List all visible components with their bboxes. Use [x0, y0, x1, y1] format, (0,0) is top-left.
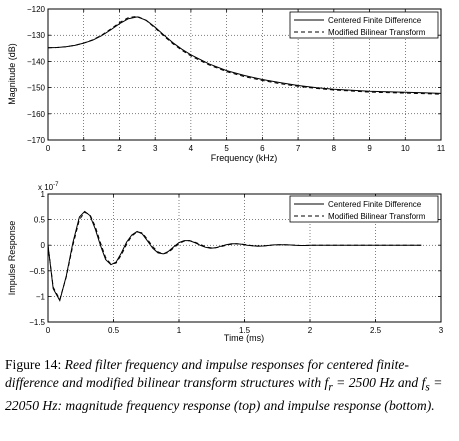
- impulse-legend-box: [289, 195, 439, 223]
- caption-lead: Figure 14:: [5, 357, 62, 372]
- figure: 0 1 2 3 4 5 6 7 8 9 10 11−120−130−140−150−160−170 F…: [7, 5, 446, 343]
- magnitude-legend-box: [289, 11, 439, 39]
- magnitude-x-tick-label: 0: [46, 144, 51, 153]
- magnitude-y-tick-label: −140: [27, 57, 46, 66]
- impulse-x-tick-label: 1.5: [239, 326, 251, 335]
- magnitude-y-axis-label: Magnitude (dB): [7, 43, 17, 105]
- impulse-x-tick-label: 0: [46, 326, 51, 335]
- magnitude-x-tick-label: 10: [401, 144, 410, 153]
- impulse-y-tick-label: 0.5: [34, 216, 46, 225]
- impulse-tick-labels: 0 0.5 1 1.5 2 2.5 3 1 0.5 0 −0.5 −1 −1.5: [29, 190, 444, 335]
- caption-eq2: = 22050 Hz: magnitude frequency response…: [5, 374, 443, 413]
- magnitude-x-tick-label: 2: [117, 144, 122, 153]
- impulse-exponent-power: -7: [53, 182, 59, 188]
- magnitude-x-tick-label: 4: [189, 144, 194, 153]
- magnitude-x-tick-label: 7: [296, 144, 301, 153]
- impulse-legend-label-2: Modified Bilinear Transform: [328, 212, 426, 221]
- magnitude-y-tick-label: −170: [27, 136, 46, 145]
- magnitude-x-tick-label: 9: [367, 144, 372, 153]
- impulse-chart: 0 0.5 1 1.5 2 2.5 3 1 0.5 0 −0.5 −1 −1.5 x 10-7 Time…: [7, 182, 444, 343]
- impulse-series-dashed-line: [47, 211, 422, 301]
- caption-eq1: = 2500 Hz and f: [332, 374, 426, 390]
- magnitude-x-tick-label: 5: [224, 144, 229, 153]
- magnitude-y-tick-label: −150: [27, 84, 46, 93]
- impulse-x-tick-label: 3: [439, 326, 444, 335]
- magnitude-x-tick-label: 3: [153, 144, 158, 153]
- impulse-x-axis-label: Time (ms): [224, 333, 264, 343]
- impulse-y-tick-label: 0: [41, 241, 46, 250]
- magnitude-y-tick-label: −130: [27, 31, 46, 40]
- impulse-series: [47, 210, 422, 302]
- magnitude-chart: 0 1 2 3 4 5 6 7 8 9 10 11 −120 −130 −140 −150 −160 −170 F…: [7, 5, 446, 163]
- impulse-series-solid-line: [47, 210, 422, 302]
- impulse-exponent-label: x 10-7: [38, 182, 59, 192]
- magnitude-x-axis-label: Frequency (kHz): [211, 153, 278, 163]
- magnitude-series: [47, 15, 442, 95]
- impulse-y-tick-label: −1.5: [29, 318, 45, 327]
- magnitude-y-tick-label: −120: [27, 5, 46, 14]
- impulse-y-axis-label: Impulse Response: [7, 221, 17, 296]
- magnitude-y-tick-label: −160: [27, 110, 46, 119]
- magnitude-plot-frame: [47, 8, 442, 141]
- magnitude-legend-label-1: Centered Finite Difference: [328, 16, 422, 25]
- impulse-x-tick-label: 1: [177, 326, 182, 335]
- magnitude-x-tick-label: 6: [260, 144, 265, 153]
- magnitude-x-tick-label: 8: [332, 144, 337, 153]
- impulse-y-tick-label: −1: [36, 292, 46, 301]
- magnitude-legend-label-2: Modified Bilinear Transform: [328, 28, 426, 37]
- impulse-exponent-base: x 10: [38, 183, 54, 192]
- impulse-y-tick-label: −0.5: [29, 267, 45, 276]
- impulse-x-tick-label: 0.5: [108, 326, 120, 335]
- figure-caption: Figure 14: Reed filter frequency and imp…: [5, 356, 457, 415]
- impulse-legend-label-1: Centered Finite Difference: [328, 200, 422, 209]
- impulse-y-tick-label: 1: [41, 190, 46, 199]
- impulse-x-tick-label: 2.5: [370, 326, 382, 335]
- magnitude-x-tick-label: 1: [82, 144, 87, 153]
- magnitude-x-tick-label: 11: [437, 144, 446, 153]
- impulse-x-tick-label: 2: [308, 326, 313, 335]
- magnitude-legend: Centered Finite Difference Modified Bili…: [289, 11, 439, 39]
- impulse-plot-frame: [47, 193, 442, 323]
- magnitude-tick-labels: 0 1 2 3 4 5 6 7 8 9 10 11 −120 −130 −140 −150 −160 −170: [27, 5, 446, 153]
- caption-sub-s: s: [425, 381, 430, 394]
- impulse-legend: Centered Finite Difference Modified Bili…: [289, 195, 439, 223]
- caption-body: Reed filter frequency and impulse respon…: [5, 357, 409, 390]
- caption-sub-r: r: [328, 381, 333, 394]
- magnitude-series-dashed-line: [47, 15, 442, 95]
